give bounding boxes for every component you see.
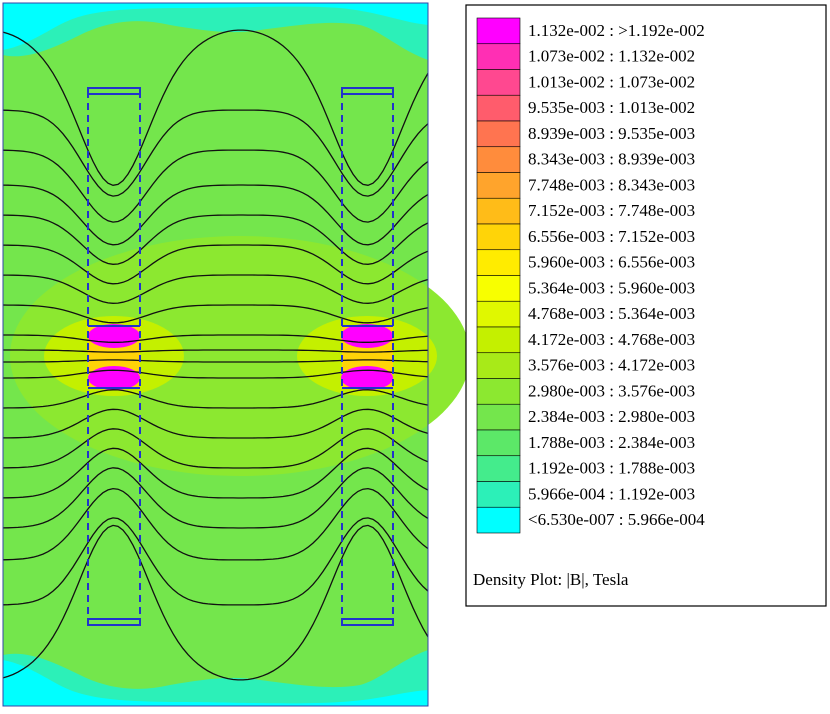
legend-swatch bbox=[476, 197, 521, 225]
flux-line bbox=[2, 524, 429, 681]
legend-label: 8.343e-003 : 8.939e-003 bbox=[528, 150, 695, 169]
legend-swatch bbox=[476, 352, 521, 379]
flux-lines bbox=[2, 29, 429, 681]
legend-label: 3.576e-003 : 4.172e-003 bbox=[528, 356, 695, 375]
legend-swatch bbox=[476, 429, 521, 457]
legend-label: 1.788e-003 : 2.384e-003 bbox=[528, 433, 695, 452]
legend-label: 1.013e-002 : 1.073e-002 bbox=[528, 72, 695, 91]
legend-swatch bbox=[476, 69, 521, 96]
legend-label: 1.192e-003 : 1.788e-003 bbox=[528, 459, 695, 478]
legend-label: 5.966e-004 : 1.192e-003 bbox=[528, 484, 695, 503]
flux-line bbox=[2, 428, 429, 469]
legend-swatch bbox=[476, 326, 521, 354]
legend-label: 5.364e-003 : 5.960e-003 bbox=[528, 278, 695, 297]
right-pole-bottom bbox=[341, 366, 393, 390]
legend-swatch bbox=[476, 300, 521, 328]
flux-line bbox=[3, 349, 429, 353]
low-field-bottom bbox=[3, 650, 428, 706]
zero-field-bottom bbox=[3, 660, 428, 706]
flux-line bbox=[2, 244, 429, 285]
legend-swatch bbox=[476, 481, 521, 508]
legend-swatch bbox=[476, 275, 521, 302]
flux-line bbox=[2, 447, 429, 499]
legend-swatch bbox=[476, 146, 521, 173]
legend-label: 5.960e-003 : 6.556e-003 bbox=[528, 253, 695, 272]
legend-swatch bbox=[476, 120, 521, 148]
legend-swatch bbox=[476, 43, 521, 70]
conductor bbox=[341, 87, 394, 95]
flux-line bbox=[2, 467, 429, 529]
left-pole-top bbox=[88, 324, 140, 348]
legend-label: 1.132e-002 : >1.192e-002 bbox=[528, 21, 705, 40]
legend-swatch bbox=[476, 249, 521, 276]
legend: Density Plot: |B|, Tesla 1.132e-002 : >1… bbox=[465, 4, 827, 607]
legend-swatch bbox=[476, 17, 521, 45]
flux-line bbox=[3, 369, 429, 379]
legend-swatch bbox=[476, 223, 521, 251]
legend-label: 9.535e-003 : 1.013e-002 bbox=[528, 98, 695, 117]
flux-line bbox=[2, 487, 429, 561]
legend-label: 7.748e-003 : 8.343e-003 bbox=[528, 175, 695, 194]
legend-swatch bbox=[476, 455, 521, 482]
legend-swatch bbox=[476, 378, 521, 405]
legend-swatch bbox=[476, 506, 521, 534]
flux-line bbox=[3, 274, 429, 304]
legend-swatch bbox=[476, 94, 521, 122]
conductor bbox=[87, 618, 141, 626]
mid-field bbox=[10, 236, 470, 476]
flux-line bbox=[3, 359, 429, 363]
legend-box bbox=[465, 4, 827, 607]
legend-label: 8.939e-003 : 9.535e-003 bbox=[528, 124, 695, 143]
legend-swatch bbox=[476, 172, 521, 199]
legend-label: 1.073e-002 : 1.132e-002 bbox=[528, 47, 695, 66]
legend-label: 7.152e-003 : 7.748e-003 bbox=[528, 201, 695, 220]
flux-line bbox=[2, 214, 429, 265]
flux-line bbox=[2, 149, 429, 223]
right-pole-top bbox=[341, 324, 393, 348]
left-pole-bottom bbox=[88, 366, 140, 390]
legend-swatch bbox=[476, 403, 521, 431]
legend-label: 6.556e-003 : 7.152e-003 bbox=[528, 227, 695, 246]
plot-border bbox=[2, 2, 429, 707]
legend-label: 2.384e-003 : 2.980e-003 bbox=[528, 407, 695, 426]
flux-line bbox=[2, 29, 429, 186]
flux-line bbox=[2, 389, 429, 409]
legend-caption: Density Plot: |B|, Tesla bbox=[473, 570, 629, 589]
legend-label: 4.768e-003 : 5.364e-003 bbox=[528, 304, 695, 323]
legend-label: <6.530e-007 : 5.966e-004 bbox=[528, 510, 705, 529]
flux-line bbox=[3, 334, 429, 343]
conductor bbox=[341, 618, 394, 626]
flux-line bbox=[2, 304, 429, 324]
zero-field-top bbox=[3, 3, 428, 50]
flux-line bbox=[3, 408, 429, 439]
density-plot bbox=[2, 2, 470, 707]
conductor bbox=[87, 87, 141, 95]
flux-line bbox=[2, 184, 429, 246]
flux-line bbox=[2, 109, 429, 197]
legend-label: 2.980e-003 : 3.576e-003 bbox=[528, 381, 695, 400]
legend-label: 4.172e-003 : 4.768e-003 bbox=[528, 330, 695, 349]
flux-line bbox=[2, 517, 429, 606]
low-field-top bbox=[3, 3, 428, 60]
